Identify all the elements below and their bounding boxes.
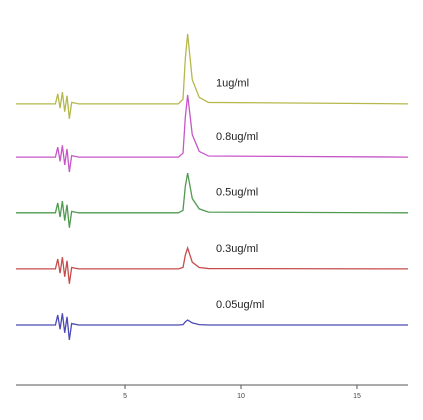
trace [16,94,409,173]
trace-label: 0.8ug/ml [216,131,258,143]
trace-label: 0.3ug/ml [216,243,258,255]
x-tick-label: 5 [123,393,127,400]
x-tick-label: 10 [237,393,245,400]
trace [16,33,409,119]
trace [16,313,408,341]
trace-label: 0.05ug/ml [216,299,264,311]
trace [16,172,409,228]
trace [16,245,409,284]
x-tick-label: 15 [353,393,361,400]
trace-label: 0.5ug/ml [216,187,258,199]
trace-label: 1ug/ml [216,78,249,90]
